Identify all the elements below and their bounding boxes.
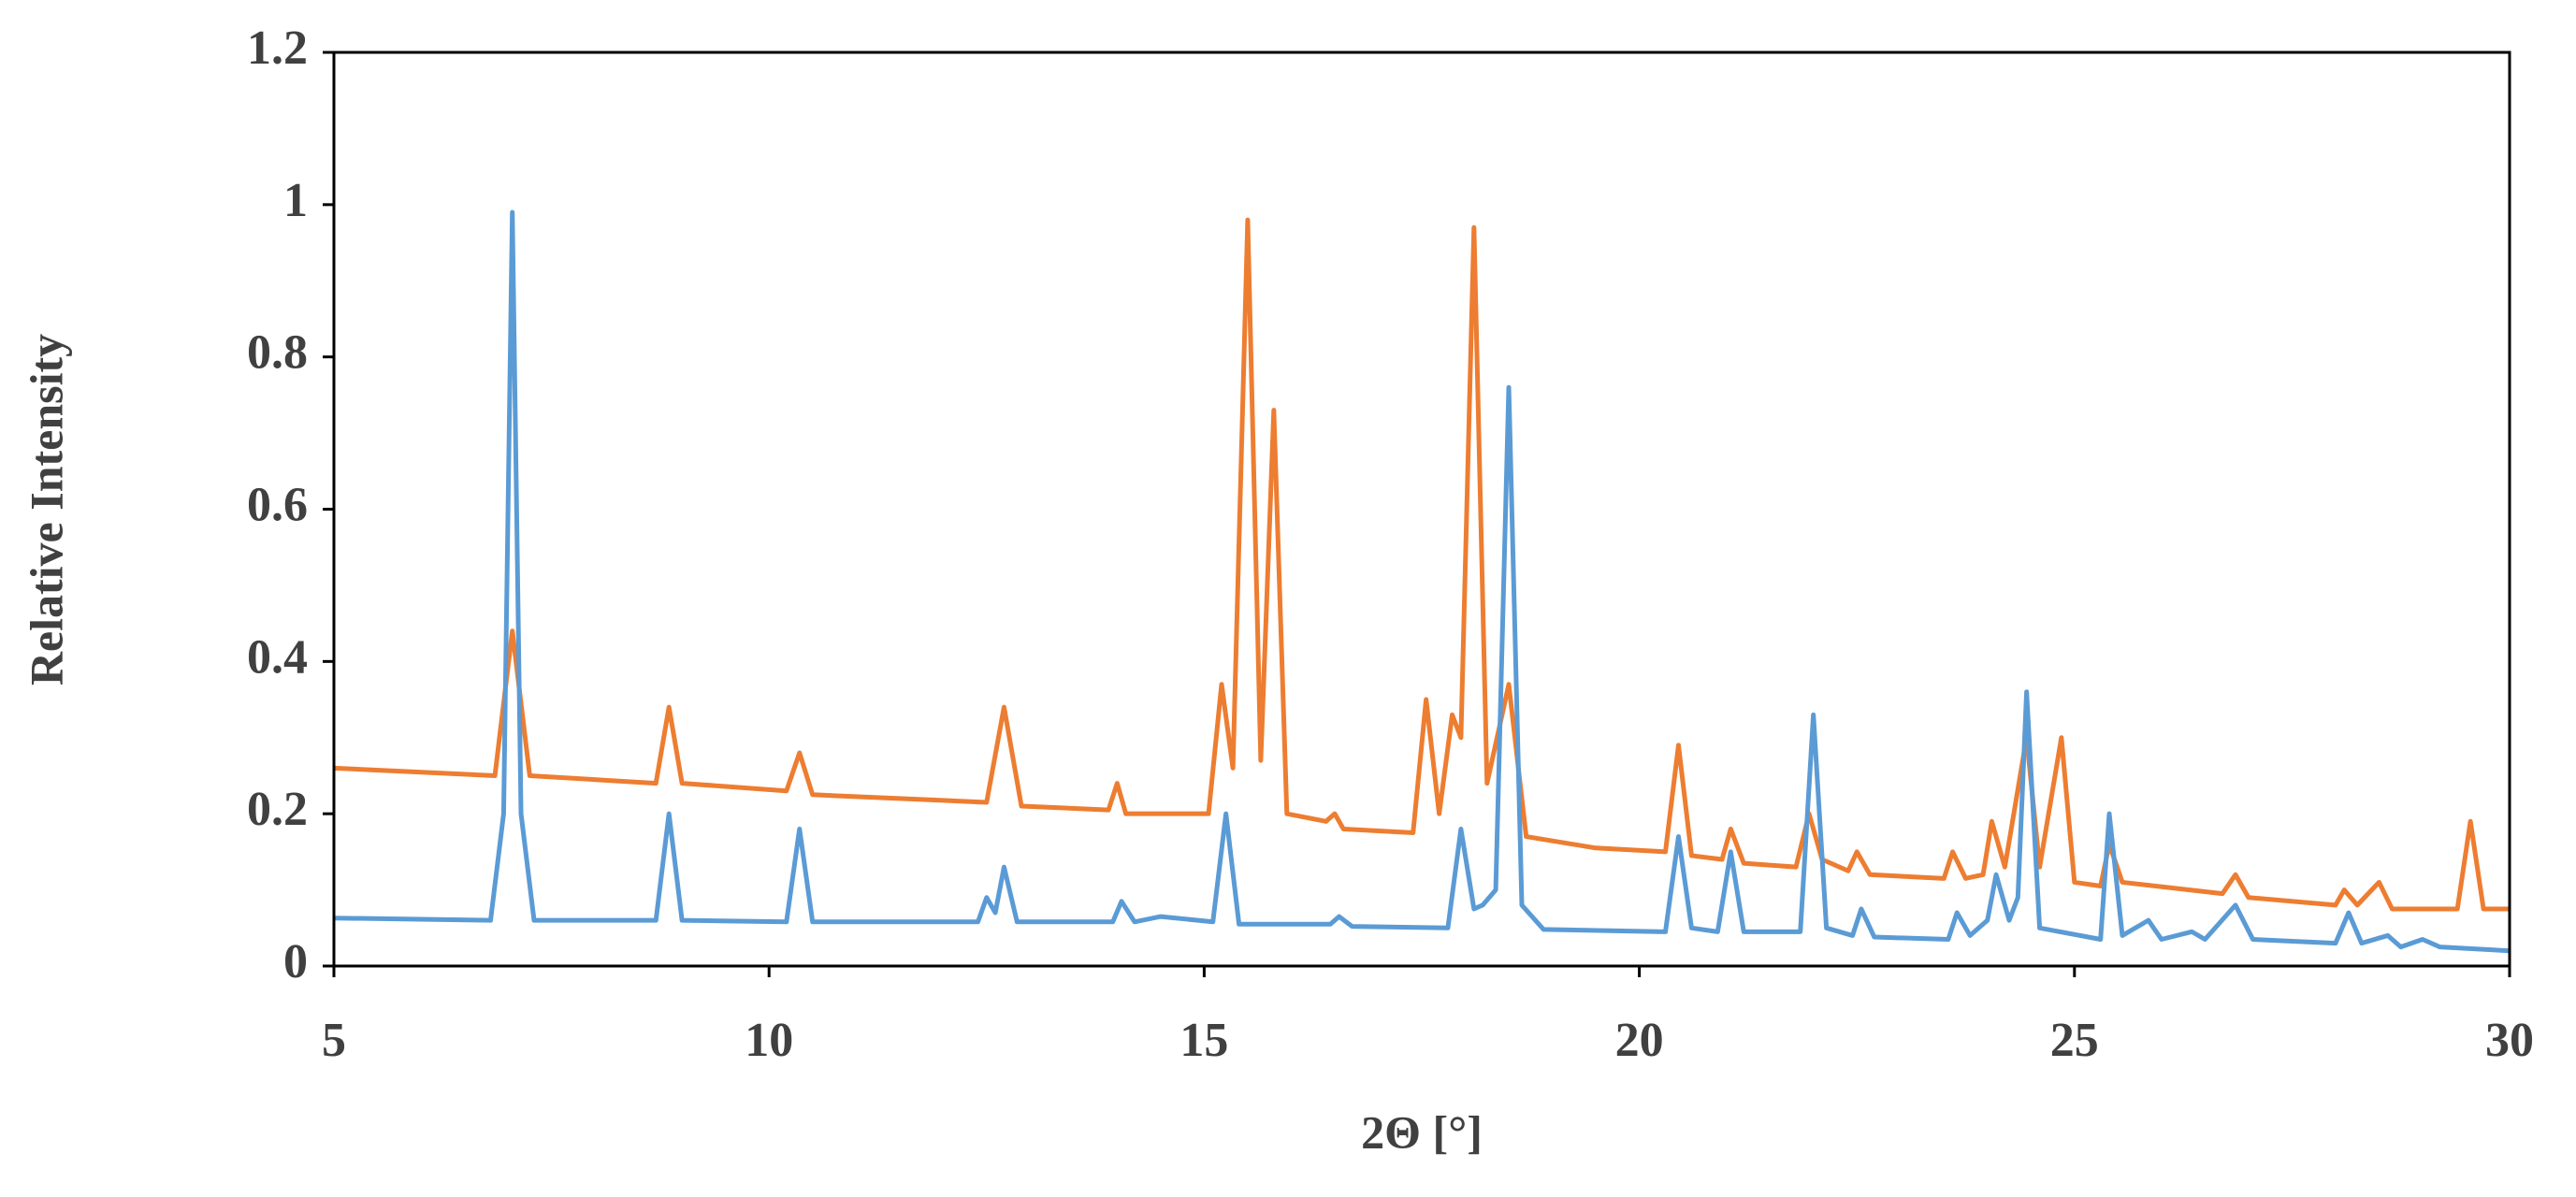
series-line xyxy=(333,209,2511,954)
x-tick-label: 25 xyxy=(2050,1014,2099,1067)
y-tick-label: 0.6 xyxy=(247,478,308,531)
x-axis-title: 2Θ [°] xyxy=(1361,1105,1483,1158)
y-tick-label: 1.2 xyxy=(247,22,308,75)
x-tick-label: 30 xyxy=(2485,1014,2534,1067)
series-line xyxy=(333,217,2510,912)
plot-frame xyxy=(332,50,2511,968)
x-tick-label: 5 xyxy=(322,1014,346,1067)
y-axis-title: Relative Intensity xyxy=(20,334,72,685)
y-tick-label: 0.8 xyxy=(247,326,308,380)
x-tick-label: 15 xyxy=(1179,1014,1228,1067)
y-tick-label: 0.2 xyxy=(247,783,308,836)
x-tick-label: 10 xyxy=(745,1014,793,1067)
y-tick-label: 0.4 xyxy=(247,630,308,684)
y-tick-label: 0 xyxy=(283,935,308,988)
y-tick-label: 1 xyxy=(283,174,308,227)
x-tick-label: 20 xyxy=(1615,1014,1664,1067)
